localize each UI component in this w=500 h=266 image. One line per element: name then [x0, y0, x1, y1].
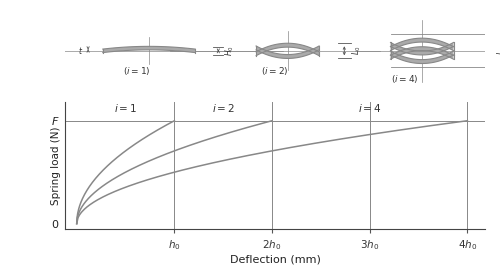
Text: $i=2$: $i=2$ [212, 102, 235, 114]
Text: $i=4$: $i=4$ [358, 102, 382, 114]
Text: $F$: $F$ [50, 115, 59, 127]
Polygon shape [256, 43, 319, 56]
Text: $L_0$: $L_0$ [350, 46, 362, 55]
Polygon shape [256, 46, 319, 59]
Text: $t$: $t$ [78, 45, 83, 56]
X-axis label: Deflection (mm): Deflection (mm) [230, 254, 320, 264]
Y-axis label: Spring load (N): Spring load (N) [51, 126, 61, 205]
Polygon shape [390, 38, 454, 51]
Polygon shape [103, 46, 195, 53]
Text: $(i=1)$: $(i=1)$ [122, 65, 150, 77]
Text: $H_0$: $H_0$ [224, 45, 236, 56]
Text: $i=1$: $i=1$ [114, 102, 137, 114]
Polygon shape [390, 43, 454, 55]
Text: $0$: $0$ [51, 218, 59, 230]
Text: $L_0$: $L_0$ [495, 46, 500, 55]
Text: $(i =4)$: $(i =4)$ [392, 73, 419, 85]
Polygon shape [390, 47, 454, 59]
Text: $(i=2)$: $(i=2)$ [261, 65, 289, 77]
Polygon shape [390, 51, 454, 64]
